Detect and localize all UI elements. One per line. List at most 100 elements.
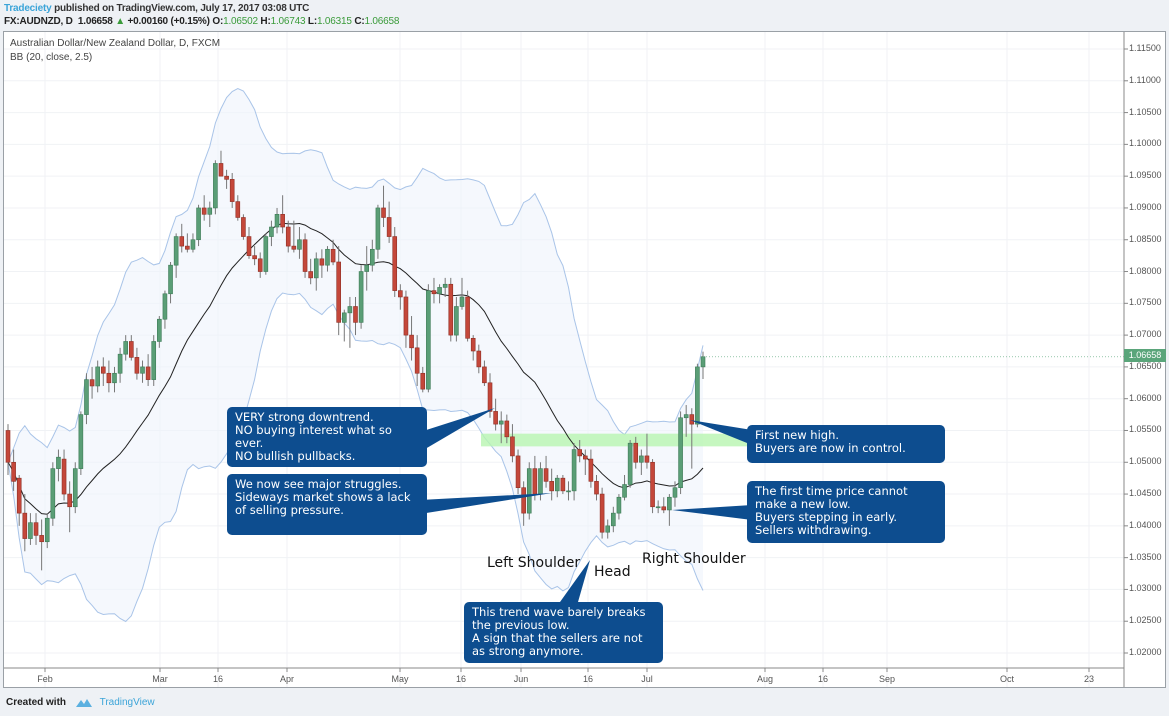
bull-candle [313,258,319,279]
bear-candle [100,366,106,374]
bull-candle [437,287,442,295]
bull-candle [695,366,700,425]
bear-candle [543,468,549,482]
note-new-high: First new high. Buyers are now in contro… [747,425,945,463]
bear-candle [392,236,398,291]
bear-candle [476,350,482,368]
price-tick: 1.05500 [1129,424,1162,435]
bear-candle [229,179,235,202]
price-tick: 1.11000 [1129,74,1161,85]
bear-candle [633,442,639,463]
bear-candle [241,217,246,237]
bull-candle [655,506,661,509]
bear-candle [224,175,229,180]
bull-candle [454,306,459,336]
bull-candle [678,417,683,489]
bear-candle [330,248,336,263]
note-downtrend-text: VERY strong downtrend. NO buying interes… [235,410,392,463]
bull-candle [162,293,168,320]
bull-candle [297,239,302,250]
bull-candle [341,312,347,323]
bull-candle [700,356,706,368]
close-label: C: [354,16,365,27]
bull-candle [117,353,123,374]
bear-candle [16,477,22,514]
time-tick: Mar [152,674,168,684]
time-tick: Apr [279,674,295,684]
bull-candle [526,468,532,514]
indicator-legend[interactable]: BB (20, close, 2.5) [10,52,93,63]
note-struggles: We now see major struggles. Sideways mar… [227,474,427,535]
bear-candle [319,258,325,266]
bear-candle [308,271,313,279]
bull-candle [554,477,560,492]
note-new-high-text: First new high. Buyers are now in contro… [755,428,906,455]
bear-candle [61,458,67,495]
bb-lower-line [7,292,704,623]
last-price-tag: 1.06658 [1124,349,1166,362]
chart-legend-title: Australian Dollar/New Zealand Dollar, D,… [10,38,221,49]
bear-candle [134,357,140,374]
bear-candle [129,341,134,358]
bull-candle [667,496,672,511]
price-tick: 1.03000 [1129,583,1162,594]
bear-candle [470,337,476,352]
bull-candle [56,456,61,469]
tradingview-link[interactable]: TradingView [99,697,155,709]
bull-candle [627,442,633,485]
bear-candle [689,414,695,425]
time-tick: Jul [641,674,653,684]
bull-candle [498,420,504,425]
time-tick: Sep [878,674,896,684]
bear-candle [594,481,599,495]
time-tick: 16 [817,674,829,684]
bear-candle [280,214,285,228]
bear-candle [599,493,605,533]
price-tick: 1.07000 [1129,329,1162,340]
bull-candle [605,525,611,533]
bull-candle [112,372,117,384]
bull-candle [672,487,678,498]
bear-candle [644,455,650,463]
open-label: O: [212,16,224,27]
bull-candle [196,207,201,241]
bear-candle [549,481,554,492]
bear-candle [353,306,358,323]
price-tick: 1.10000 [1129,138,1162,149]
time-tick: 16 [212,674,224,684]
bear-candle [257,258,263,272]
bull-candle [72,468,78,508]
bull-candle [269,226,274,237]
bear-candle [582,455,588,460]
bull-candle [44,517,50,543]
price-tick: 1.08500 [1129,233,1162,244]
note-new-low-text: The first time price cannot make a new l… [755,484,908,537]
high-label: H: [260,16,271,27]
head-label: Head [594,564,631,580]
bull-candle [426,290,431,390]
author-link[interactable]: Tradeciety [4,3,52,14]
bull-candle [263,236,269,272]
bull-candle [616,496,622,514]
close-value: 1.06658 [364,16,400,27]
bear-candle [22,512,28,539]
bull-candle [274,214,280,228]
bull-candle [95,366,100,387]
bull-candle [622,484,627,498]
bear-candle [39,535,44,543]
price-tick: 1.03500 [1129,551,1162,562]
bull-candle [157,318,162,342]
bear-candle [5,430,11,463]
right-shoulder-label: Right Shoulder [642,551,746,567]
time-tick: May [391,674,409,684]
bear-candle [403,296,409,336]
bull-candle [28,522,33,539]
bull-candle [375,207,381,250]
bull-candle [347,306,353,314]
bear-candle [398,290,403,298]
bull-candle [364,264,370,272]
bull-candle [611,512,616,527]
bear-candle [201,207,207,215]
last-price: 1.06658 [77,16,113,27]
symbol: FX:AUDNZD, D [4,16,73,27]
